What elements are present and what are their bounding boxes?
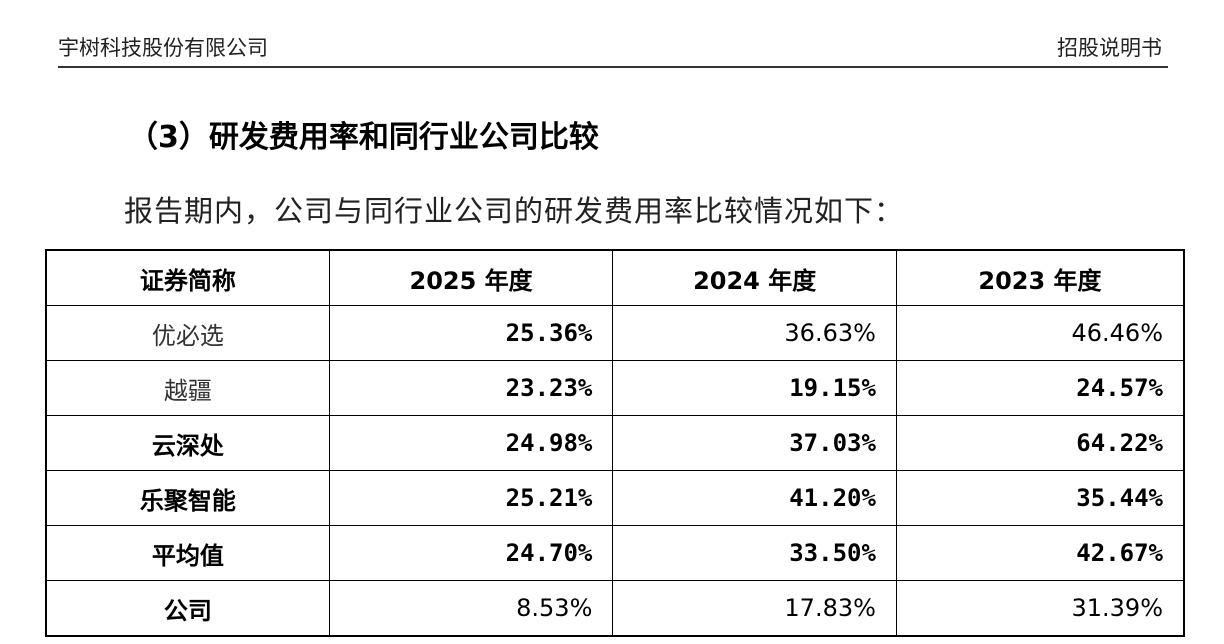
- table-row: 优必选 25.36% 36.63% 46.46%: [45, 305, 1185, 361]
- cell-2023: 64.22%: [895, 415, 1185, 471]
- cell-2025: 23.23%: [328, 360, 614, 416]
- cell-2025: 24.98%: [328, 415, 614, 471]
- table-row: 云深处 24.98% 37.03% 64.22%: [45, 415, 1185, 471]
- rd-expense-ratio-table: 证券简称 2025 年度 2024 年度 2023 年度 优必选 25.36% …: [45, 249, 1185, 637]
- cell-2024: 37.03%: [612, 415, 897, 471]
- cell-2023: 31.39%: [895, 580, 1185, 637]
- cell-2025: 24.70%: [328, 525, 614, 581]
- cell-2023: 42.67%: [895, 525, 1185, 581]
- cell-2024: 33.50%: [612, 525, 897, 581]
- cell-2025: 25.36%: [328, 305, 614, 361]
- row-name: 平均值: [45, 525, 330, 581]
- table-header-row: 证券简称 2025 年度 2024 年度 2023 年度: [45, 249, 1185, 306]
- intro-paragraph: 报告期内，公司与同行业公司的研发费用率比较情况如下：: [124, 194, 905, 228]
- column-header-2024: 2024 年度: [612, 249, 897, 306]
- cell-2024: 36.63%: [612, 305, 897, 361]
- cell-2023: 24.57%: [895, 360, 1185, 416]
- cell-2024: 17.83%: [612, 580, 897, 637]
- table-row: 乐聚智能 25.21% 41.20% 35.44%: [45, 470, 1185, 526]
- table-row: 公司 8.53% 17.83% 31.39%: [45, 580, 1185, 637]
- table-row: 平均值 24.70% 33.50% 42.67%: [45, 525, 1185, 581]
- row-name: 公司: [45, 580, 330, 637]
- row-name: 乐聚智能: [45, 470, 330, 526]
- column-header-2023: 2023 年度: [895, 249, 1185, 306]
- table-row: 越疆 23.23% 19.15% 24.57%: [45, 360, 1185, 416]
- section-title: （3）研发费用率和同行业公司比较: [128, 120, 599, 155]
- page-header: 宇树科技股份有限公司 招股说明书: [58, 22, 1168, 68]
- row-name: 云深处: [45, 415, 330, 471]
- cell-2025: 25.21%: [328, 470, 614, 526]
- document-type: 招股说明书: [1057, 36, 1162, 60]
- cell-2023: 35.44%: [895, 470, 1185, 526]
- cell-2024: 41.20%: [612, 470, 897, 526]
- cell-2025: 8.53%: [328, 580, 614, 637]
- row-name: 越疆: [45, 360, 330, 416]
- column-header-name: 证券简称: [45, 249, 330, 306]
- row-name: 优必选: [45, 305, 330, 361]
- cell-2024: 19.15%: [612, 360, 897, 416]
- column-header-2025: 2025 年度: [328, 249, 614, 306]
- company-name: 宇树科技股份有限公司: [58, 36, 268, 60]
- cell-2023: 46.46%: [895, 305, 1185, 361]
